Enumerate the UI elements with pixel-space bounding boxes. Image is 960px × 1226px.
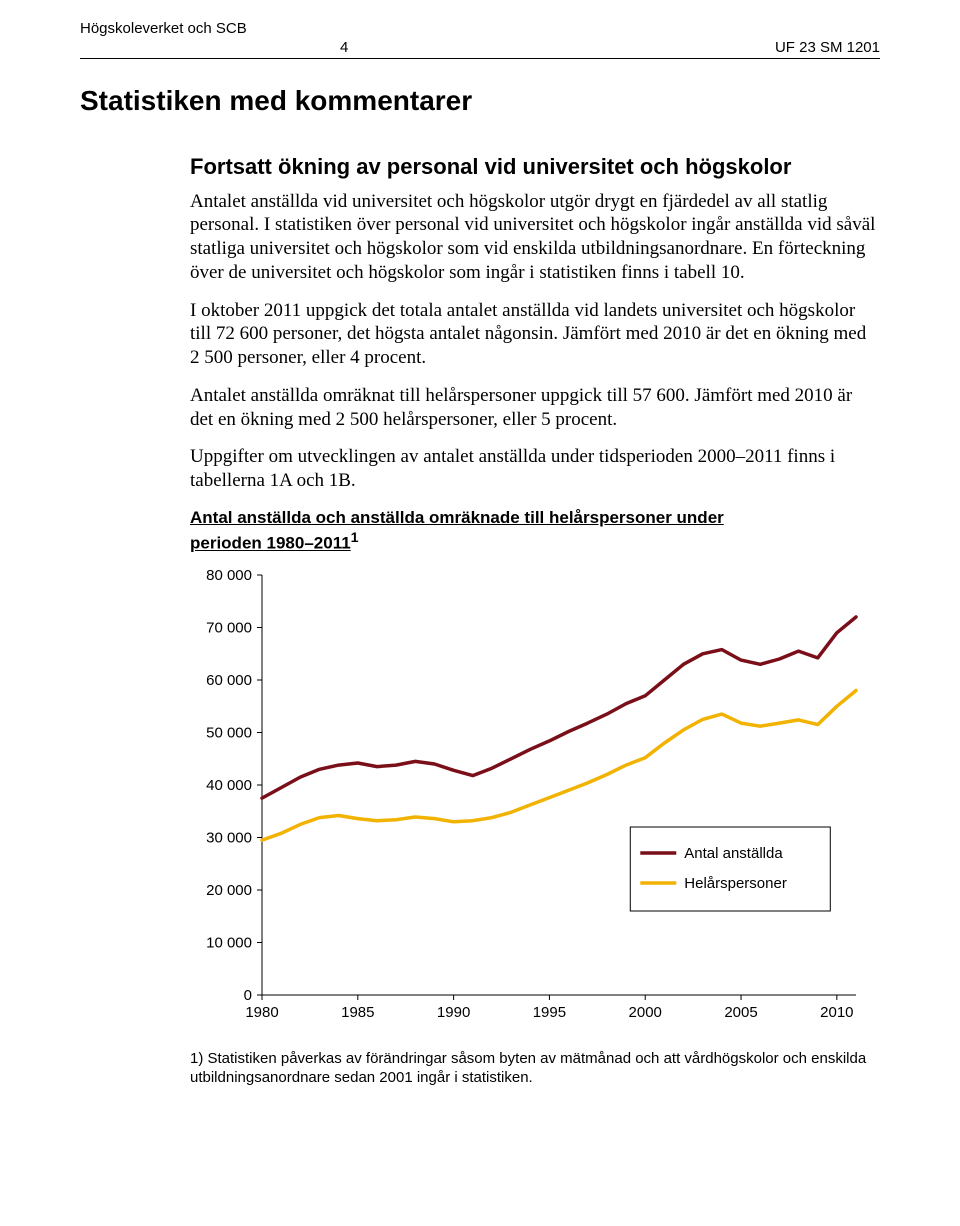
svg-text:0: 0 [244,987,252,1004]
svg-text:60 000: 60 000 [206,672,252,689]
page-number: 4 [340,39,348,56]
svg-text:1990: 1990 [437,1004,470,1021]
svg-text:40 000: 40 000 [206,777,252,794]
paragraph-1: Antalet anställda vid universitet och hö… [190,190,880,285]
svg-text:Antal anställda: Antal anställda [684,845,783,862]
svg-text:20 000: 20 000 [206,882,252,899]
header-row: 4 UF 23 SM 1201 [80,39,880,59]
section-title: Statistiken med kommentarer [80,85,880,117]
doc-code: UF 23 SM 1201 [775,39,880,56]
paragraph-3: Antalet anställda omräknat till helårspe… [190,384,880,432]
footnote: 1) Statistiken påverkas av förändringar … [190,1049,880,1088]
paragraph-2: I oktober 2011 uppgick det totala antale… [190,299,880,370]
header-org: Högskoleverket och SCB [80,20,880,37]
svg-text:30 000: 30 000 [206,829,252,846]
chart-title: Antal anställda och anställda omräknade … [190,507,880,555]
chart-title-sup: 1 [351,530,359,546]
svg-text:2005: 2005 [724,1004,757,1021]
svg-text:10 000: 10 000 [206,934,252,951]
svg-text:Helårspersoner: Helårspersoner [684,875,787,892]
svg-text:1980: 1980 [245,1004,278,1021]
svg-text:2010: 2010 [820,1004,853,1021]
content-block: Fortsatt ökning av personal vid universi… [190,153,880,1088]
paragraph-4: Uppgifter om utvecklingen av antalet ans… [190,445,880,493]
svg-text:70 000: 70 000 [206,619,252,636]
svg-text:2000: 2000 [629,1004,662,1021]
page: Högskoleverket och SCB 4 UF 23 SM 1201 S… [0,0,960,1128]
chart-title-line2: perioden 1980–2011 [190,534,351,553]
svg-text:80 000: 80 000 [206,567,252,584]
sub-title: Fortsatt ökning av personal vid universi… [190,153,880,182]
chart-title-line1: Antal anställda och anställda omräknade … [190,508,724,527]
svg-text:50 000: 50 000 [206,724,252,741]
svg-text:1995: 1995 [533,1004,566,1021]
line-chart: 0 10 000 20 000 30 000 40 000 50 000 60 000 70 … [190,565,870,1035]
svg-text:1985: 1985 [341,1004,374,1021]
